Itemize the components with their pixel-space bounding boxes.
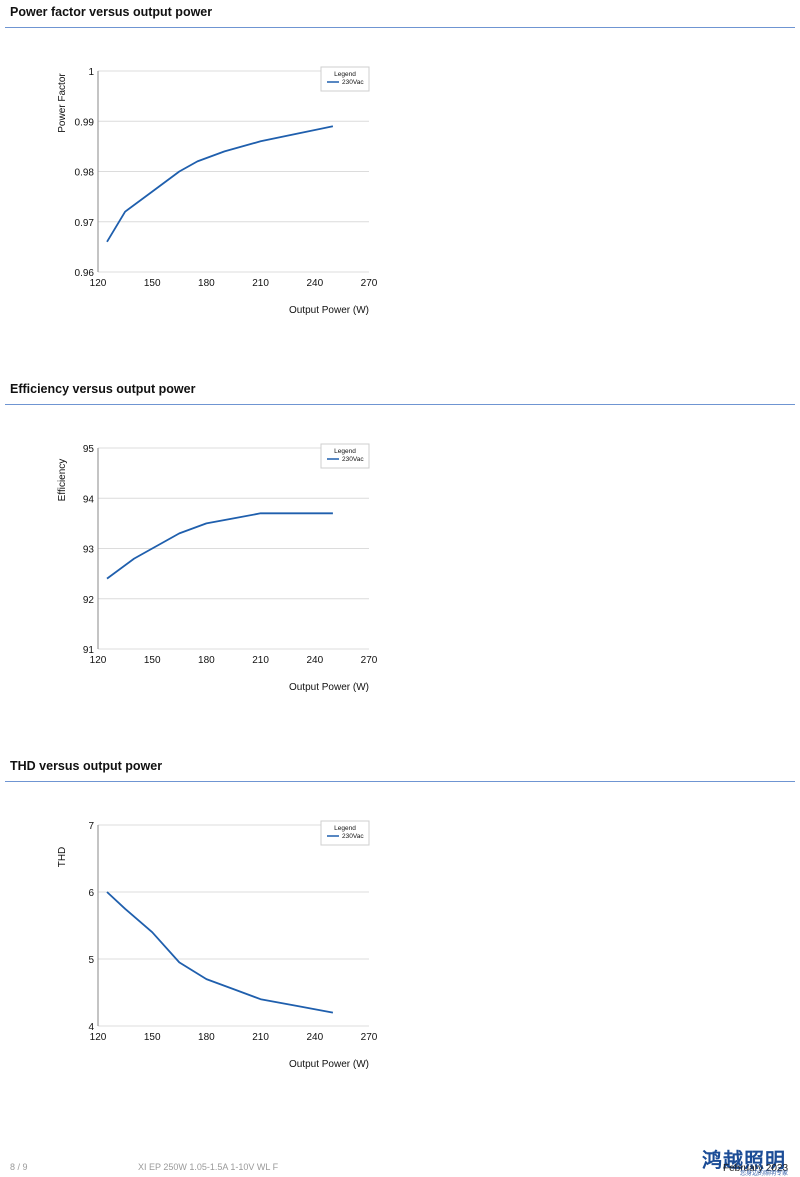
section-title: Power factor versus output power — [10, 5, 213, 19]
y-tick-label: 0.96 — [75, 268, 95, 279]
series-line — [106, 125, 334, 243]
x-tick-label: 240 — [306, 1032, 323, 1043]
x-tick-label: 210 — [252, 278, 269, 289]
legend-title: Legend — [334, 448, 356, 455]
series-line — [106, 891, 334, 1014]
section-divider — [5, 404, 795, 405]
y-tick-label: 92 — [83, 595, 95, 606]
y-tick-label: 4 — [88, 1022, 94, 1033]
legend-box — [320, 820, 370, 846]
publication-date: February 2023 — [723, 1163, 789, 1174]
x-tick-label: 240 — [306, 655, 323, 666]
legend-box — [320, 66, 370, 92]
section-title: Efficiency versus output power — [10, 382, 196, 396]
x-tick-label: 240 — [306, 278, 323, 289]
legend-title: Legend — [334, 71, 356, 78]
section-divider — [5, 27, 795, 28]
y-tick-label: 1 — [88, 67, 94, 78]
legend-entry: 230Vac — [342, 833, 364, 840]
y-tick-label: 6 — [88, 888, 94, 899]
page-number: 8 / 9 — [10, 1162, 28, 1172]
x-axis-label: Output Power (W) — [289, 305, 369, 316]
x-tick-label: 270 — [361, 1032, 378, 1043]
brand-logo: 鸿越照明 — [702, 1148, 786, 1172]
product-name: XI EP 250W 1.05-1.5A 1-10V WL F — [138, 1162, 279, 1172]
y-tick-label: 94 — [83, 494, 95, 505]
legend-entry: 230Vac — [342, 79, 364, 86]
x-tick-label: 150 — [144, 655, 161, 666]
x-tick-label: 120 — [90, 278, 107, 289]
x-tick-label: 120 — [90, 655, 107, 666]
x-tick-label: 120 — [90, 1032, 107, 1043]
x-tick-label: 270 — [361, 655, 378, 666]
series-line — [106, 512, 333, 580]
legend-title: Legend — [334, 825, 356, 832]
y-tick-label: 5 — [88, 955, 94, 966]
x-tick-label: 180 — [198, 278, 215, 289]
y-tick-label: 95 — [83, 444, 95, 455]
legend-box — [320, 443, 370, 469]
x-tick-label: 180 — [198, 1032, 215, 1043]
y-axis-label: Power Factor — [57, 73, 68, 133]
brand-tagline: 您身边的照明专家 — [740, 1170, 789, 1177]
x-axis-label: Output Power (W) — [289, 682, 369, 693]
x-tick-label: 210 — [252, 655, 269, 666]
y-tick-label: 7 — [88, 821, 94, 832]
x-tick-label: 150 — [144, 278, 161, 289]
thd-plot: 4 5 6 7 120 150 180 210 240 270 Output Power (W) TH… — [57, 820, 378, 1070]
y-axis-label: Efficiency — [57, 459, 68, 502]
x-tick-label: 150 — [144, 1032, 161, 1043]
y-tick-label: 0.99 — [75, 117, 95, 128]
x-tick-label: 210 — [252, 1032, 269, 1043]
y-tick-label: 0.98 — [75, 168, 95, 179]
x-axis-label: Output Power (W) — [289, 1059, 369, 1070]
y-tick-label: 93 — [83, 545, 95, 556]
section-divider — [5, 781, 795, 782]
y-tick-label: 91 — [83, 645, 95, 656]
x-tick-label: 180 — [198, 655, 215, 666]
legend-entry: 230Vac — [342, 456, 364, 463]
y-axis-label: THD — [57, 847, 68, 868]
section-title: THD versus output power — [10, 759, 163, 773]
x-tick-label: 270 — [361, 278, 378, 289]
power-factor-plot: 0.96 0.97 0.98 0.99 1 120 150 180 210 240 270 Outpu… — [57, 66, 378, 316]
y-tick-label: 0.97 — [75, 218, 95, 229]
efficiency-plot: 91 92 93 94 95 120 150 180 210 240 270 Output Power… — [57, 443, 378, 693]
